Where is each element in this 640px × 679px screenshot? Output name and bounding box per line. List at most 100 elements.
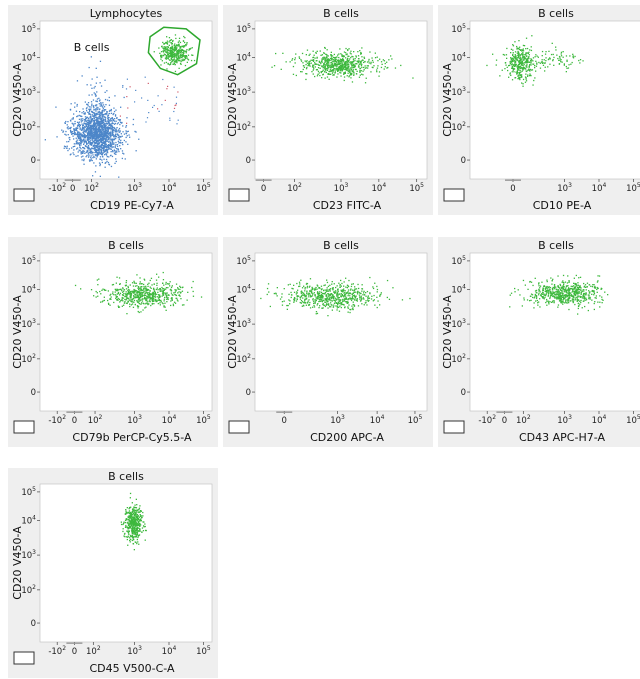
data-point xyxy=(138,294,140,296)
data-point xyxy=(359,296,361,298)
data-point xyxy=(180,52,182,54)
data-point xyxy=(90,127,93,129)
data-point xyxy=(96,133,98,135)
data-point xyxy=(98,162,101,164)
data-point xyxy=(519,59,521,62)
data-point xyxy=(55,106,57,108)
data-point xyxy=(162,294,164,296)
data-point xyxy=(320,62,322,65)
data-point xyxy=(327,66,329,68)
data-point xyxy=(70,131,72,133)
data-point xyxy=(165,49,167,51)
data-point xyxy=(179,286,182,288)
data-point xyxy=(525,80,528,82)
data-point xyxy=(562,51,564,53)
data-point xyxy=(344,307,346,309)
data-point xyxy=(173,292,175,294)
data-point xyxy=(318,72,320,74)
data-point xyxy=(89,133,91,135)
data-point xyxy=(162,41,164,44)
data-point xyxy=(165,61,167,64)
b-cells-gate[interactable] xyxy=(147,26,201,76)
data-point xyxy=(105,127,107,129)
data-point xyxy=(324,70,326,72)
data-point xyxy=(546,304,548,306)
data-point xyxy=(127,289,130,291)
data-point xyxy=(170,304,172,307)
data-point xyxy=(309,285,311,287)
data-point xyxy=(115,153,117,155)
data-point xyxy=(163,53,165,55)
data-point xyxy=(519,46,521,48)
data-point xyxy=(305,304,307,306)
data-point xyxy=(130,304,132,306)
data-point xyxy=(116,290,118,292)
data-point xyxy=(74,133,76,136)
data-point xyxy=(82,151,84,153)
data-point xyxy=(174,64,176,66)
data-point xyxy=(306,285,309,287)
data-point xyxy=(335,63,337,66)
data-point xyxy=(327,73,329,75)
data-point xyxy=(146,288,149,290)
data-point xyxy=(96,134,98,136)
data-point xyxy=(179,62,182,65)
zoom-box-icon[interactable] xyxy=(443,420,465,434)
data-point xyxy=(355,299,358,301)
data-point xyxy=(560,55,563,57)
data-point xyxy=(520,59,522,62)
data-point xyxy=(327,290,330,292)
data-point xyxy=(538,301,540,303)
data-point xyxy=(102,104,105,106)
data-point xyxy=(112,134,114,136)
data-point xyxy=(342,59,345,61)
data-point xyxy=(179,59,181,62)
data-point xyxy=(88,120,90,122)
data-point xyxy=(75,110,78,112)
data-point xyxy=(88,155,90,157)
zoom-box-icon[interactable] xyxy=(228,420,250,434)
data-point xyxy=(121,290,123,292)
data-point xyxy=(350,74,353,76)
data-point xyxy=(548,286,551,288)
data-point xyxy=(178,67,180,69)
zoom-box-icon[interactable] xyxy=(13,420,35,434)
data-point xyxy=(84,130,86,132)
data-point xyxy=(298,285,300,288)
data-point xyxy=(170,292,173,294)
data-point xyxy=(90,124,92,127)
data-point xyxy=(177,58,179,60)
data-point xyxy=(577,307,579,310)
data-point xyxy=(81,129,83,131)
data-point xyxy=(99,133,101,135)
data-point xyxy=(320,289,323,291)
data-point xyxy=(120,142,122,144)
data-point xyxy=(328,299,330,301)
zoom-box-icon[interactable] xyxy=(443,188,465,202)
data-point xyxy=(334,60,336,63)
zoom-box-icon[interactable] xyxy=(228,188,250,202)
data-point xyxy=(174,70,177,73)
data-point xyxy=(90,150,93,152)
data-point xyxy=(163,50,165,52)
data-point xyxy=(93,148,95,150)
data-point xyxy=(511,65,513,68)
data-point xyxy=(166,283,169,285)
data-point xyxy=(168,41,170,43)
data-point xyxy=(127,301,129,303)
data-point xyxy=(328,70,330,73)
data-point xyxy=(339,293,341,295)
data-point xyxy=(115,109,117,111)
data-point xyxy=(86,120,88,122)
data-point xyxy=(100,149,102,151)
data-point xyxy=(287,284,289,286)
data-point xyxy=(132,123,134,126)
zoom-box-icon[interactable] xyxy=(13,188,35,202)
data-point xyxy=(70,103,72,105)
data-point xyxy=(549,57,551,59)
data-point xyxy=(299,285,301,287)
data-point xyxy=(318,61,321,63)
data-point xyxy=(318,287,320,289)
data-point xyxy=(344,306,346,308)
data-point xyxy=(353,291,355,293)
